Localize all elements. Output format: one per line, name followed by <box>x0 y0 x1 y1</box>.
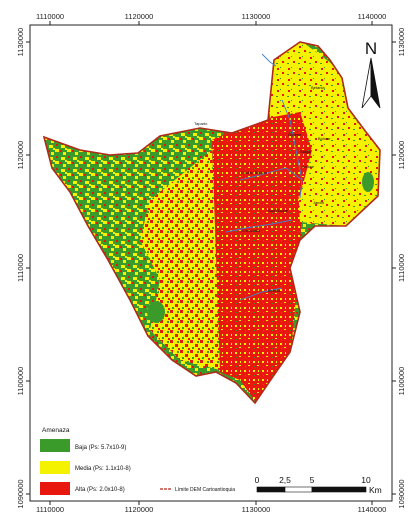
legend-swatch-medium <box>40 461 70 474</box>
region-boundary <box>42 41 381 405</box>
x-tick-label: 1110000 <box>36 12 64 21</box>
north-arrow-icon: N <box>361 39 381 109</box>
scale-label: 2,5 <box>279 475 291 485</box>
y-tick-label: 1130000 <box>16 28 25 57</box>
place-label: Betania <box>311 85 325 90</box>
x-tick-label: 1110000 <box>36 505 64 514</box>
y-tick-label: 1110000 <box>397 254 406 282</box>
place-label: San Roque <box>268 208 289 213</box>
place-label: Salgar <box>300 149 312 154</box>
x-axis-ticks-top: 1110000 1120000 1130000 1140000 <box>36 12 386 25</box>
y-tick-label: 1110000 <box>16 254 25 282</box>
place-label: Bolívar <box>318 136 331 141</box>
place-label: Jardín <box>313 200 324 205</box>
x-axis-ticks-bottom: 1110000 1120000 1130000 1140000 <box>36 501 386 514</box>
river <box>239 287 283 301</box>
place-label: Guarne <box>288 132 302 137</box>
medium-hazard-northeast-zone <box>268 42 380 226</box>
y-tick-label: 1120000 <box>397 141 406 170</box>
place-label: Concordia <box>242 228 261 233</box>
legend-swatch-high <box>40 482 70 495</box>
y-axis-ticks-left: 1130000 1120000 1110000 1100000 1090000 <box>16 28 30 509</box>
y-tick-label: 1090000 <box>397 479 406 508</box>
legend-label-medium: Media (Ps: 1.1x10-8) <box>75 466 131 472</box>
scale-bar: 0 2,5 5 10 Km <box>255 475 382 495</box>
x-tick-label: 1140000 <box>358 505 387 514</box>
legend: Amenaza Baja (Ps: 5.7x10-9) Media (Ps: 1… <box>40 427 235 495</box>
legend-label-boundary: Límite DEM Cartoantioquia <box>175 487 235 493</box>
place-label: Betulia <box>268 288 281 293</box>
river-north <box>261 53 277 67</box>
river <box>225 219 293 233</box>
green-patch-east <box>362 172 374 192</box>
place-label: Ciudad Bolívar <box>241 170 268 175</box>
river <box>239 167 303 181</box>
y-tick-label: 1100000 <box>397 367 406 396</box>
place-label: Andes <box>302 164 313 169</box>
x-tick-label: 1140000 <box>358 12 387 21</box>
scale-label: 5 <box>310 475 315 485</box>
y-tick-label: 1120000 <box>16 141 25 170</box>
scale-unit: Km <box>369 485 382 495</box>
x-tick-label: 1130000 <box>242 505 271 514</box>
x-tick-label: 1130000 <box>242 12 271 21</box>
y-tick-label: 1090000 <box>16 479 25 508</box>
y-tick-label: 1100000 <box>16 367 25 396</box>
legend-label-high: Alta (Ps: 2.0x10-8) <box>75 487 125 493</box>
x-tick-label: 1120000 <box>125 12 154 21</box>
river <box>281 99 303 199</box>
legend-label-low: Baja (Ps: 5.7x10-9) <box>75 445 126 451</box>
legend-swatch-low <box>40 439 70 452</box>
scale-label: 10 <box>361 475 371 485</box>
green-patch <box>147 301 165 323</box>
x-tick-label: 1120000 <box>125 505 154 514</box>
y-tick-label: 1130000 <box>397 28 406 57</box>
scale-label: 0 <box>255 475 260 485</box>
north-label: N <box>365 39 377 58</box>
legend-title: Amenaza <box>42 427 70 434</box>
y-axis-ticks-right: 1130000 1120000 1110000 1100000 1090000 <box>392 28 406 509</box>
place-label: Taparto <box>194 121 208 126</box>
